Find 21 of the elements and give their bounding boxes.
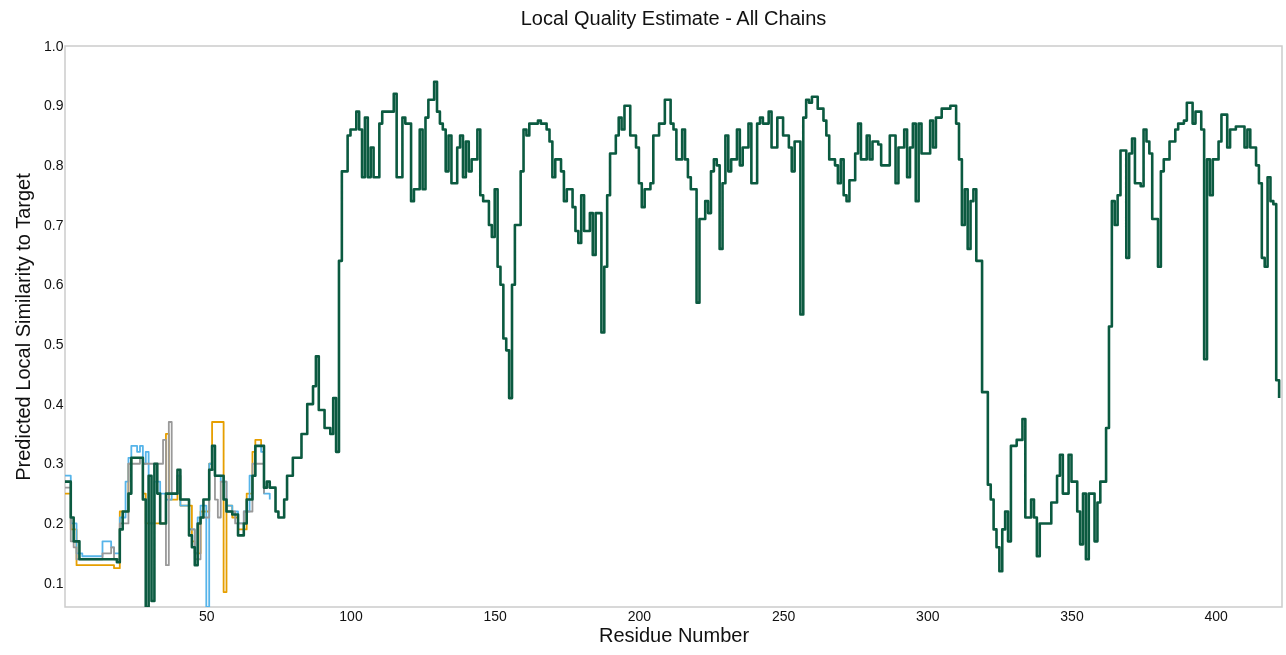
- x-tick-label: 150: [483, 607, 508, 624]
- x-axis-title: Residue Number: [598, 623, 750, 646]
- x-tick-label: 300: [916, 607, 940, 624]
- x-tick-label: 200: [627, 607, 652, 624]
- x-tick-label: 400: [1204, 607, 1229, 624]
- y-tick-label: 0.2: [44, 514, 64, 531]
- y-tick-label: 0.7: [44, 216, 64, 233]
- y-tick-label: 0.1: [44, 574, 64, 591]
- x-tick-label: 100: [339, 607, 363, 624]
- y-tick-label: 0.9: [44, 97, 64, 114]
- y-axis-title: Predicted Local Similarity to Target: [12, 172, 35, 481]
- y-tick-label: 0.4: [44, 395, 64, 412]
- x-tick-label: 350: [1060, 607, 1084, 624]
- y-tick-label: 0.3: [44, 455, 64, 472]
- chart-title: Local Quality Estimate - All Chains: [520, 7, 827, 29]
- x-tick-label: 50: [199, 607, 215, 624]
- y-tick-label: 0.6: [44, 276, 64, 293]
- y-tick-label: 1.0: [44, 37, 64, 54]
- y-tick-label: 0.8: [44, 156, 64, 173]
- x-tick-label: 250: [771, 607, 796, 624]
- y-tick-label: 0.5: [44, 335, 64, 352]
